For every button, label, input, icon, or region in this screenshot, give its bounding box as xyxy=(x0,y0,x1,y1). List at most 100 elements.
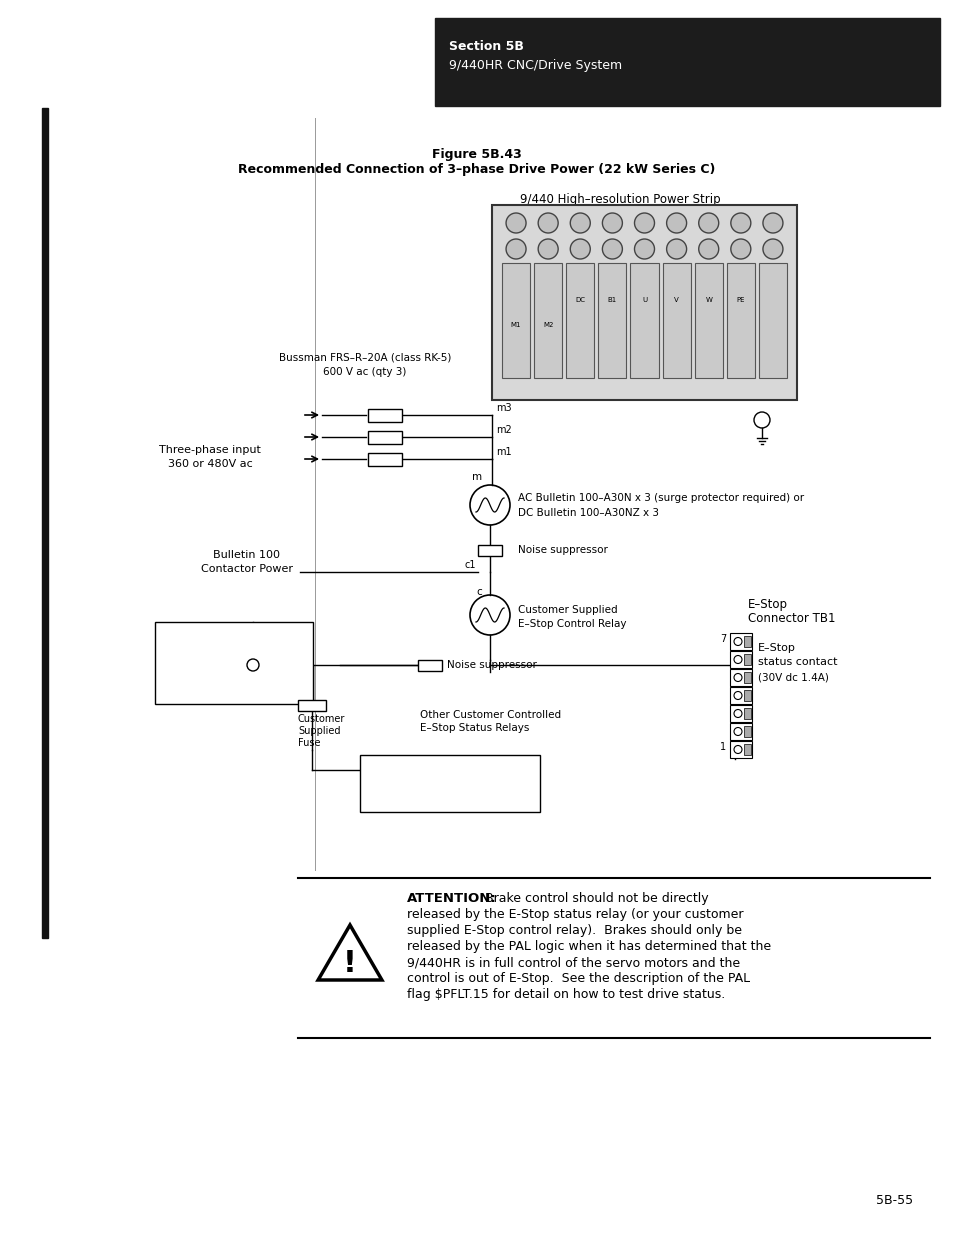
Text: E–Stop: E–Stop xyxy=(747,598,787,611)
Text: 24 V dc: 24 V dc xyxy=(163,680,199,690)
Circle shape xyxy=(634,212,654,233)
Text: Customer: Customer xyxy=(297,714,345,724)
Text: (30V dc 1.4A): (30V dc 1.4A) xyxy=(758,672,828,682)
Circle shape xyxy=(537,240,558,259)
Circle shape xyxy=(247,659,258,671)
Text: Bussman FRS–R–20A (class RK-5): Bussman FRS–R–20A (class RK-5) xyxy=(278,353,451,363)
Circle shape xyxy=(570,212,590,233)
Text: Customer Supplied: Customer Supplied xyxy=(517,605,617,615)
Text: released by the PAL logic when it has determined that the: released by the PAL logic when it has de… xyxy=(407,940,770,953)
Circle shape xyxy=(730,212,750,233)
Text: c1: c1 xyxy=(464,559,476,571)
Text: m2: m2 xyxy=(496,425,511,435)
Bar xyxy=(729,722,751,740)
Text: m3: m3 xyxy=(496,403,511,412)
Text: Supplied: Supplied xyxy=(297,726,340,736)
Text: Figure 5B.43: Figure 5B.43 xyxy=(432,148,521,161)
Bar xyxy=(743,636,750,647)
Text: M2: M2 xyxy=(542,322,553,329)
Bar xyxy=(566,263,594,378)
Bar xyxy=(743,655,750,664)
Text: 1: 1 xyxy=(720,742,725,752)
Text: U: U xyxy=(641,296,646,303)
Text: Customer supplied: Customer supplied xyxy=(175,636,293,646)
Bar xyxy=(729,741,751,758)
Bar xyxy=(368,453,401,466)
Bar xyxy=(743,672,750,683)
Text: Optional Customer Circuit: Optional Customer Circuit xyxy=(382,778,517,788)
Circle shape xyxy=(601,240,621,259)
Bar xyxy=(417,659,441,671)
Text: Brake control should not be directly: Brake control should not be directly xyxy=(484,892,708,905)
Bar xyxy=(297,700,326,711)
Text: PE: PE xyxy=(736,296,744,303)
Circle shape xyxy=(634,240,654,259)
Text: control is out of E-Stop.  See the description of the PAL: control is out of E-Stop. See the descri… xyxy=(407,972,749,986)
Text: E–Stop: E–Stop xyxy=(758,643,795,653)
Circle shape xyxy=(601,212,621,233)
Circle shape xyxy=(762,240,782,259)
Circle shape xyxy=(666,212,686,233)
Bar xyxy=(368,431,401,445)
Bar xyxy=(694,263,722,378)
Circle shape xyxy=(537,212,558,233)
Text: 7: 7 xyxy=(719,634,725,643)
Bar xyxy=(501,263,530,378)
Circle shape xyxy=(505,240,525,259)
Text: DC: DC xyxy=(575,296,584,303)
Circle shape xyxy=(698,212,718,233)
Text: 5B-55: 5B-55 xyxy=(876,1193,913,1207)
Text: released by the E-Stop status relay (or your customer: released by the E-Stop status relay (or … xyxy=(407,908,742,921)
Bar xyxy=(154,622,313,704)
Text: m1: m1 xyxy=(496,447,511,457)
Text: 360 or 480V ac: 360 or 480V ac xyxy=(168,459,253,469)
Bar xyxy=(42,107,48,939)
Bar xyxy=(729,634,751,650)
Circle shape xyxy=(730,240,750,259)
Text: AC Bulletin 100–A30N x 3 (surge protector required) or: AC Bulletin 100–A30N x 3 (surge protecto… xyxy=(517,493,803,503)
Bar xyxy=(662,263,690,378)
Text: V: V xyxy=(674,296,679,303)
Bar xyxy=(598,263,626,378)
Bar xyxy=(743,743,750,755)
Text: DC Bulletin 100–A30NZ x 3: DC Bulletin 100–A30NZ x 3 xyxy=(517,508,659,517)
Text: 600 V ac (qty 3): 600 V ac (qty 3) xyxy=(323,367,406,377)
Bar xyxy=(743,726,750,737)
Bar xyxy=(534,263,561,378)
Polygon shape xyxy=(317,925,381,981)
Bar xyxy=(630,263,658,378)
Bar xyxy=(729,705,751,722)
Text: !: ! xyxy=(343,948,356,978)
Bar xyxy=(492,205,796,400)
Circle shape xyxy=(762,212,782,233)
Bar xyxy=(435,19,939,106)
Bar xyxy=(758,263,786,378)
Text: W: W xyxy=(704,296,711,303)
Bar xyxy=(729,651,751,668)
Text: Contactor Power: Contactor Power xyxy=(201,564,293,574)
Bar xyxy=(359,755,539,811)
Text: E–Stop Control Relay: E–Stop Control Relay xyxy=(517,619,626,629)
Bar xyxy=(743,708,750,719)
Bar xyxy=(729,687,751,704)
Text: 9/440HR is in full control of the servo motors and the: 9/440HR is in full control of the servo … xyxy=(407,956,740,969)
Text: 9/440HR CNC/Drive System: 9/440HR CNC/Drive System xyxy=(449,59,621,72)
Circle shape xyxy=(666,240,686,259)
Circle shape xyxy=(570,240,590,259)
Text: B1: B1 xyxy=(607,296,617,303)
Circle shape xyxy=(698,240,718,259)
Text: 9/440 High–resolution Power Strip: 9/440 High–resolution Power Strip xyxy=(519,193,720,206)
Text: flag $PFLT.15 for detail on how to test drive status.: flag $PFLT.15 for detail on how to test … xyxy=(407,988,724,1002)
Text: Noise suppressor: Noise suppressor xyxy=(447,659,537,671)
Bar xyxy=(726,263,754,378)
Bar xyxy=(477,545,501,556)
Text: Fuse: Fuse xyxy=(297,739,320,748)
Bar xyxy=(743,690,750,701)
Bar xyxy=(729,669,751,685)
Text: status contact: status contact xyxy=(758,657,837,667)
Text: Connector TB1: Connector TB1 xyxy=(747,613,835,625)
Text: Section 5B: Section 5B xyxy=(449,40,523,53)
Text: Bulletin 100: Bulletin 100 xyxy=(213,550,280,559)
Text: Output 24 V ac or: Output 24 V ac or xyxy=(163,667,250,677)
Text: M1: M1 xyxy=(510,322,520,329)
